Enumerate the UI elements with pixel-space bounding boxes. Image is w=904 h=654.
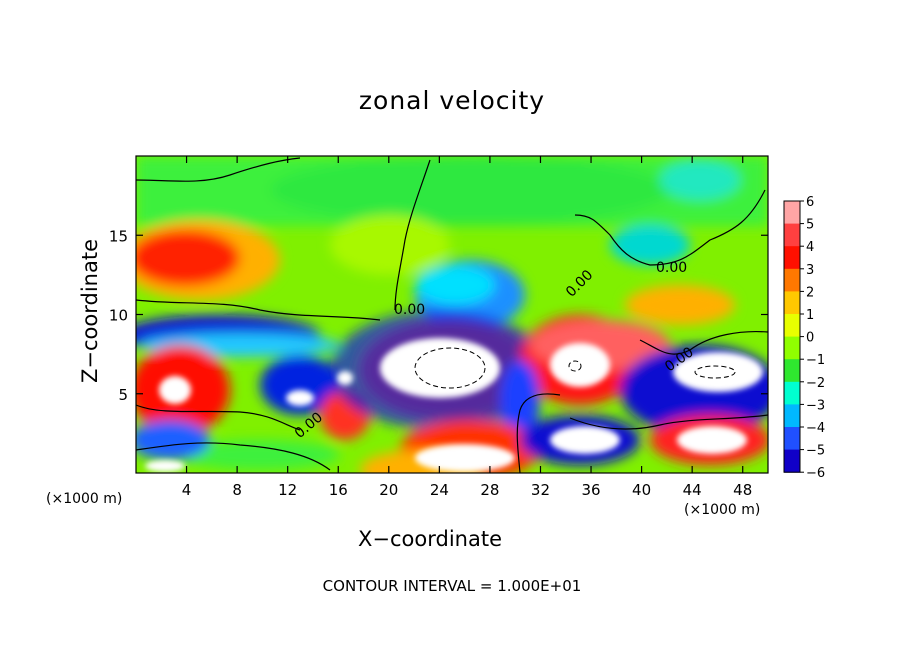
x-tick-label: 16 — [329, 481, 348, 499]
x-tick-label: 24 — [430, 481, 449, 499]
x-tick-label: 8 — [232, 481, 242, 499]
x-tick-label: 28 — [480, 481, 499, 499]
colorbar-tick-label: 3 — [806, 263, 814, 278]
y-tick-group: 5 10 15 — [109, 227, 768, 404]
colorbar-tick-label: −6 — [806, 466, 825, 481]
x-tick-label: 48 — [733, 481, 752, 499]
y-tick-label: 10 — [109, 307, 128, 325]
colorbar-swatch — [784, 449, 800, 473]
x-tick-label: 12 — [278, 481, 297, 499]
chart-title: zonal velocity — [358, 86, 546, 115]
colorbar-tick-label: 1 — [806, 308, 814, 323]
colorbar-tick-label: 6 — [806, 195, 814, 210]
y-tick-label: 15 — [109, 227, 128, 245]
x-tick-label: 32 — [531, 481, 550, 499]
x-tick-label: 40 — [632, 481, 651, 499]
x-tick-label: 36 — [581, 481, 600, 499]
colorbar: 6 5 4 3 2 1 0 −1 −2 −3 −4 −5 −6 — [783, 195, 825, 481]
colorbar-swatch — [784, 268, 800, 292]
x-tick-group: 4 8 12 16 20 24 28 32 36 40 44 48 — [182, 156, 752, 499]
y-axis-label: Z−coordinate — [78, 239, 102, 383]
colorbar-swatch — [784, 427, 800, 451]
contour-label: 0.00 — [394, 302, 425, 318]
colorbar-tick-label: −2 — [806, 376, 825, 391]
colorbar-swatch — [784, 291, 800, 315]
colorbar-swatch — [784, 246, 800, 270]
contour-label: 0.00 — [656, 260, 687, 276]
colorbar-tick-label: −1 — [806, 353, 825, 368]
x-axis-label: X−coordinate — [358, 527, 502, 551]
velocity-field — [136, 156, 768, 473]
colorbar-tick-label: 2 — [806, 285, 814, 300]
x-unit-left: (×1000 m) — [46, 491, 123, 507]
colorbar-swatch — [784, 381, 800, 405]
colorbar-tick-label: −5 — [806, 444, 825, 459]
y-tick-label: 5 — [118, 386, 128, 404]
colorbar-swatch — [784, 336, 800, 360]
contour-interval-note: CONTOUR INTERVAL = 1.000E+01 — [322, 577, 582, 595]
colorbar-swatch — [784, 314, 800, 338]
colorbar-swatch — [784, 404, 800, 428]
x-unit-right: (×1000 m) — [684, 502, 761, 518]
colorbar-tick-label: 0 — [806, 331, 814, 346]
colorbar-swatch — [784, 359, 800, 383]
colorbar-swatch — [784, 223, 800, 247]
colorbar-tick-label: 4 — [806, 240, 814, 255]
x-tick-label: 44 — [683, 481, 702, 499]
colorbar-tick-label: −4 — [806, 421, 825, 436]
colorbar-swatch — [784, 201, 800, 225]
x-tick-label: 20 — [379, 481, 398, 499]
x-tick-label: 4 — [182, 481, 192, 499]
colorbar-tick-label: 5 — [806, 218, 814, 233]
colorbar-tick-label: −3 — [806, 398, 825, 413]
